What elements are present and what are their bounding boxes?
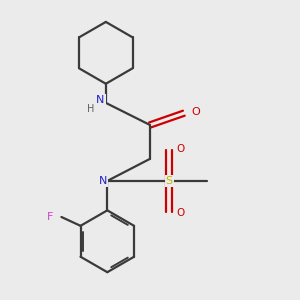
Text: N: N (99, 176, 107, 186)
Text: O: O (176, 144, 184, 154)
Text: S: S (166, 176, 173, 186)
Text: O: O (191, 107, 200, 117)
Text: O: O (176, 208, 184, 218)
Text: N: N (96, 95, 105, 105)
Text: F: F (47, 212, 53, 222)
Text: H: H (87, 104, 94, 114)
